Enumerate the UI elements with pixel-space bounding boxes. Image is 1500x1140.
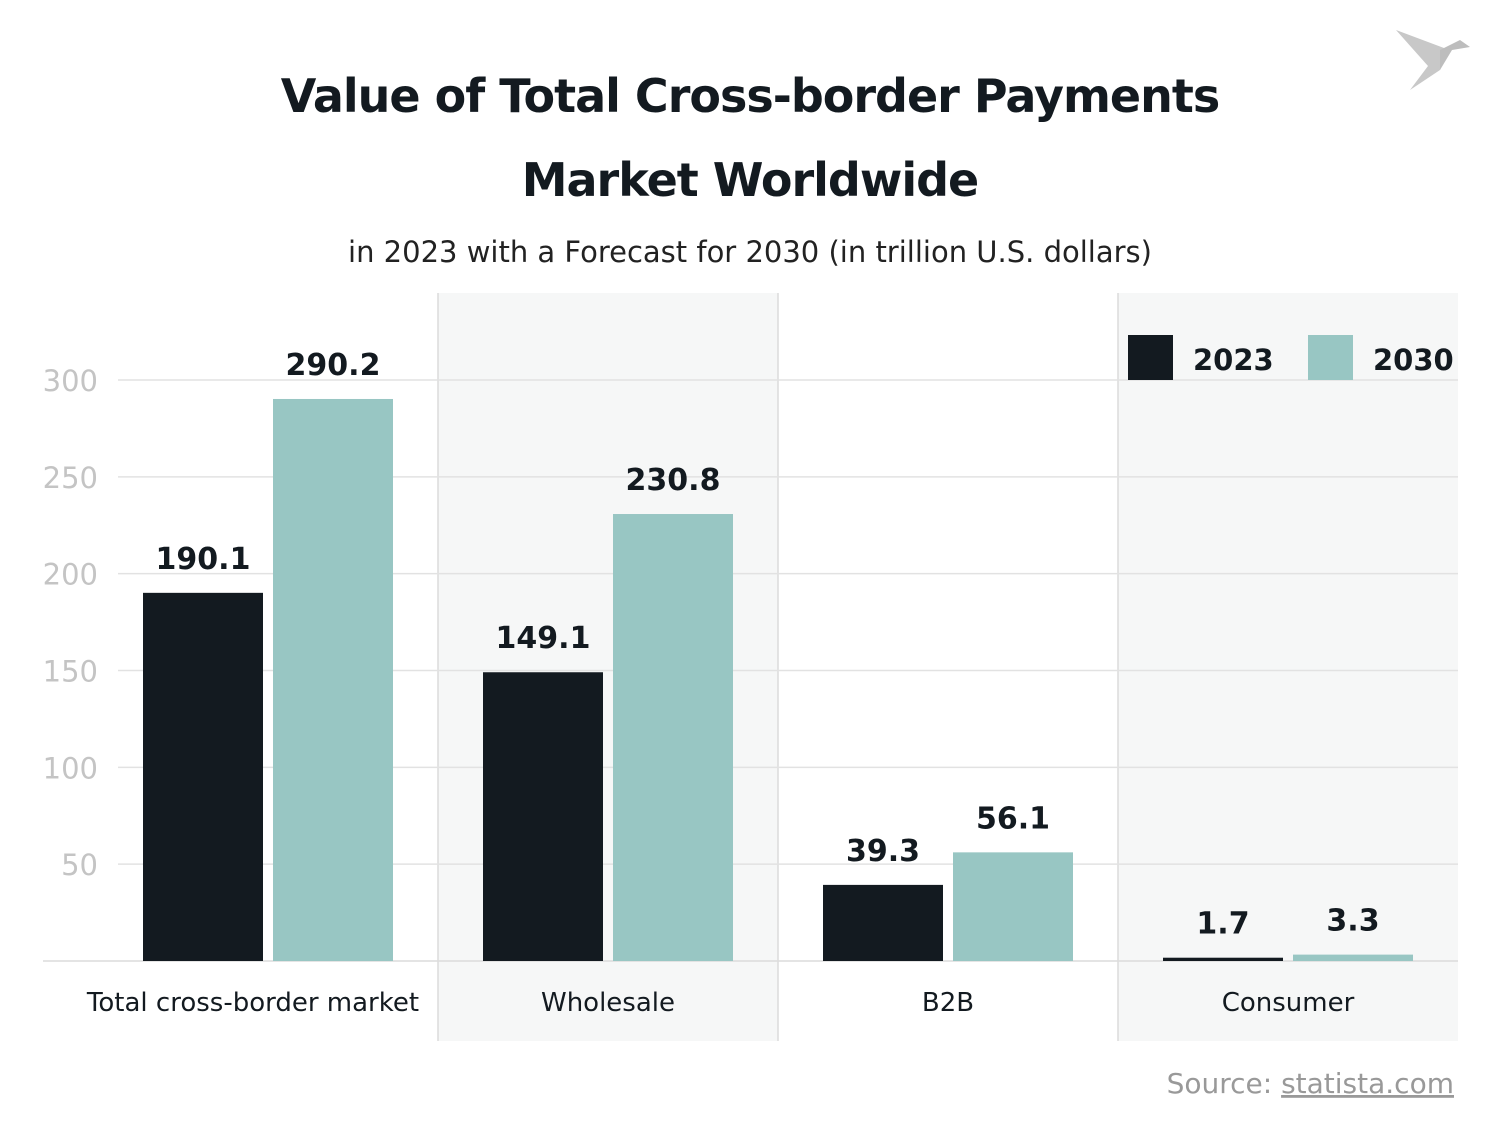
bar-2023-2 (823, 884, 943, 961)
source-link[interactable]: statista.com (1281, 1067, 1454, 1100)
y-tick-label: 50 (61, 848, 98, 882)
bar-2030-0 (273, 398, 393, 961)
data-label: 39.3 (846, 834, 920, 869)
data-label: 56.1 (976, 801, 1050, 836)
x-category-label: Wholesale (541, 988, 675, 1018)
source-label: Source: (1167, 1067, 1282, 1100)
y-tick-label: 300 (43, 364, 98, 398)
bar-2023-0 (143, 592, 263, 961)
data-label: 149.1 (496, 621, 591, 656)
legend-label-2030: 2030 (1373, 343, 1454, 377)
source-note: Source: statista.com (1167, 1067, 1454, 1100)
bar-2030-3 (1293, 954, 1413, 961)
chart-title-line-1: Value of Total Cross-border Payments (281, 69, 1219, 123)
data-label: 1.7 (1196, 907, 1249, 942)
y-tick-label: 200 (43, 558, 98, 592)
y-tick-label: 150 (43, 655, 98, 689)
chart-title-line-2: Market Worldwide (522, 153, 979, 207)
bar-2030-2 (953, 852, 1073, 961)
bird-logo-icon (1396, 30, 1470, 90)
data-label: 230.8 (626, 463, 721, 498)
bar-2023-1 (483, 672, 603, 961)
y-tick-label: 250 (43, 461, 98, 495)
data-label: 190.1 (156, 542, 251, 577)
data-label: 290.2 (286, 348, 381, 383)
chart-subtitle: in 2023 with a Forecast for 2030 (in tri… (348, 235, 1152, 269)
data-label: 3.3 (1326, 904, 1379, 939)
legend-swatch-2023 (1128, 335, 1173, 380)
bar-2030-1 (613, 514, 733, 961)
legend: 2023 2030 (1128, 335, 1454, 380)
x-category-label: Total cross-border market (86, 988, 419, 1018)
x-category-label: B2B (922, 988, 974, 1018)
column-shade (1118, 293, 1458, 1041)
y-tick-label: 100 (43, 751, 98, 785)
bar-2023-3 (1163, 957, 1283, 961)
legend-swatch-2030 (1308, 335, 1353, 380)
x-category-label: Consumer (1222, 988, 1355, 1018)
legend-label-2023: 2023 (1193, 343, 1274, 377)
